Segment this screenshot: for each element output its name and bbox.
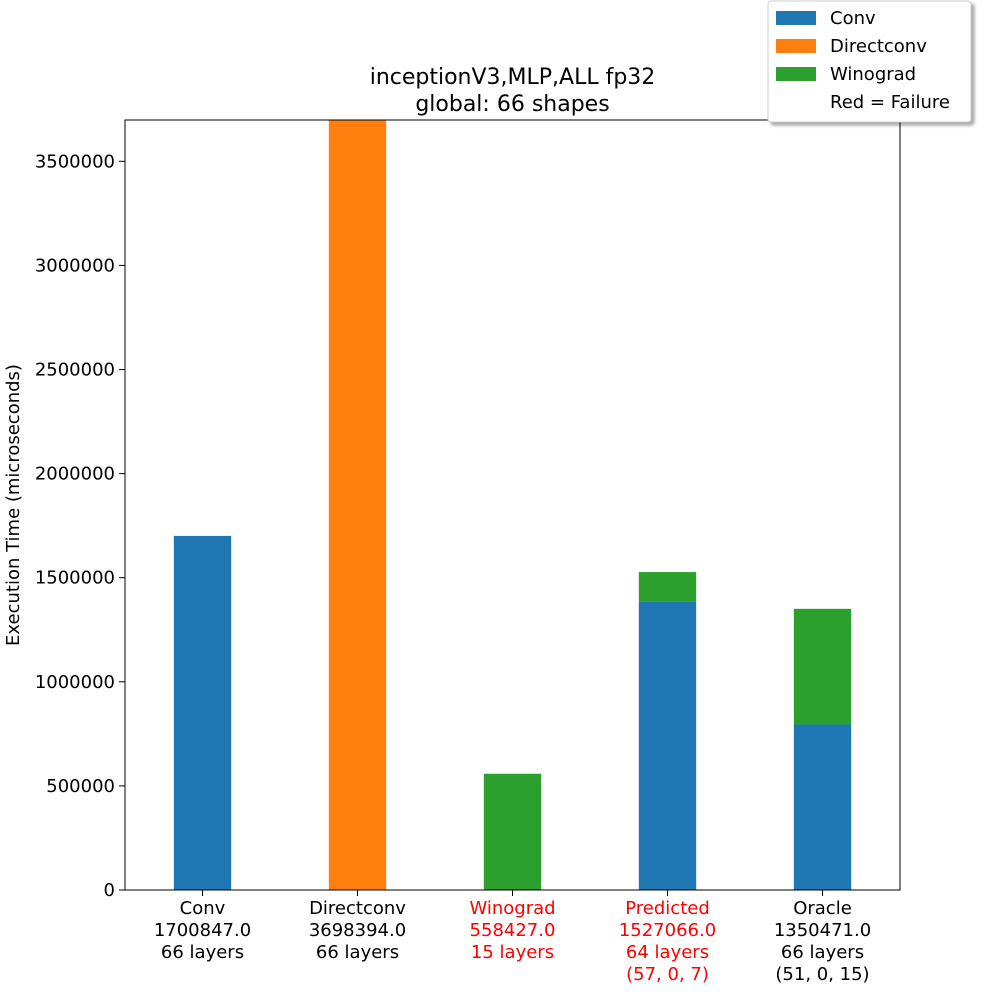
x-tick-label-oracle: (51, 0, 15) [775,964,869,985]
legend-swatch-conv [776,11,816,25]
y-tick-label: 1000000 [35,672,115,693]
x-tick-label-conv: Conv [180,898,226,919]
x-tick-label-winograd: Winograd [469,898,555,919]
y-axis-label: Execution Time (microseconds) [3,364,24,646]
bar-oracle-conv [793,724,852,890]
x-tick-label-oracle: 1350471.0 [774,920,871,941]
legend-swatch-directconv [776,39,816,53]
y-tick-label: 2500000 [35,360,115,381]
bar-predicted-winograd [638,572,697,602]
x-tick-label-conv: 1700847.0 [154,920,251,941]
x-tick-label-predicted: (57, 0, 7) [626,964,709,985]
legend-label: Red = Failure [830,92,950,113]
y-tick-label: 2000000 [35,464,115,485]
x-tick-label-directconv: 3698394.0 [309,920,406,941]
bar-directconv-directconv [328,120,387,890]
x-tick-label-predicted: Predicted [625,898,710,919]
bar-predicted-conv [638,601,697,890]
x-tick-label-directconv: 66 layers [316,942,399,963]
bar-oracle-winograd [793,608,852,725]
x-tick-label-oracle: Oracle [793,898,852,919]
x-tick-label-winograd: 15 layers [471,942,554,963]
legend-label: Directconv [830,36,927,57]
y-tick-label: 3500000 [35,151,115,172]
bar-conv-conv [173,535,232,890]
x-tick-label-predicted: 64 layers [626,942,709,963]
chart-title-line: inceptionV3,MLP,ALL fp32 [370,65,656,90]
x-tick-label-oracle: 66 layers [781,942,864,963]
legend-label: Conv [830,8,876,29]
y-tick-label: 1500000 [35,568,115,589]
x-tick-label-conv: 66 layers [161,942,244,963]
x-tick-label-directconv: Directconv [309,898,406,919]
y-tick-label: 500000 [46,776,115,797]
x-tick-label-winograd: 558427.0 [470,920,556,941]
chart-title-line: global: 66 shapes [415,92,609,117]
x-tick-label-predicted: 1527066.0 [619,920,716,941]
legend-label: Winograd [830,64,916,85]
legend-swatch-winograd [776,67,816,81]
y-tick-label: 3000000 [35,255,115,276]
y-tick-label: 0 [104,880,115,901]
legend-box [767,0,972,123]
bar-winograd-winograd [483,773,542,890]
